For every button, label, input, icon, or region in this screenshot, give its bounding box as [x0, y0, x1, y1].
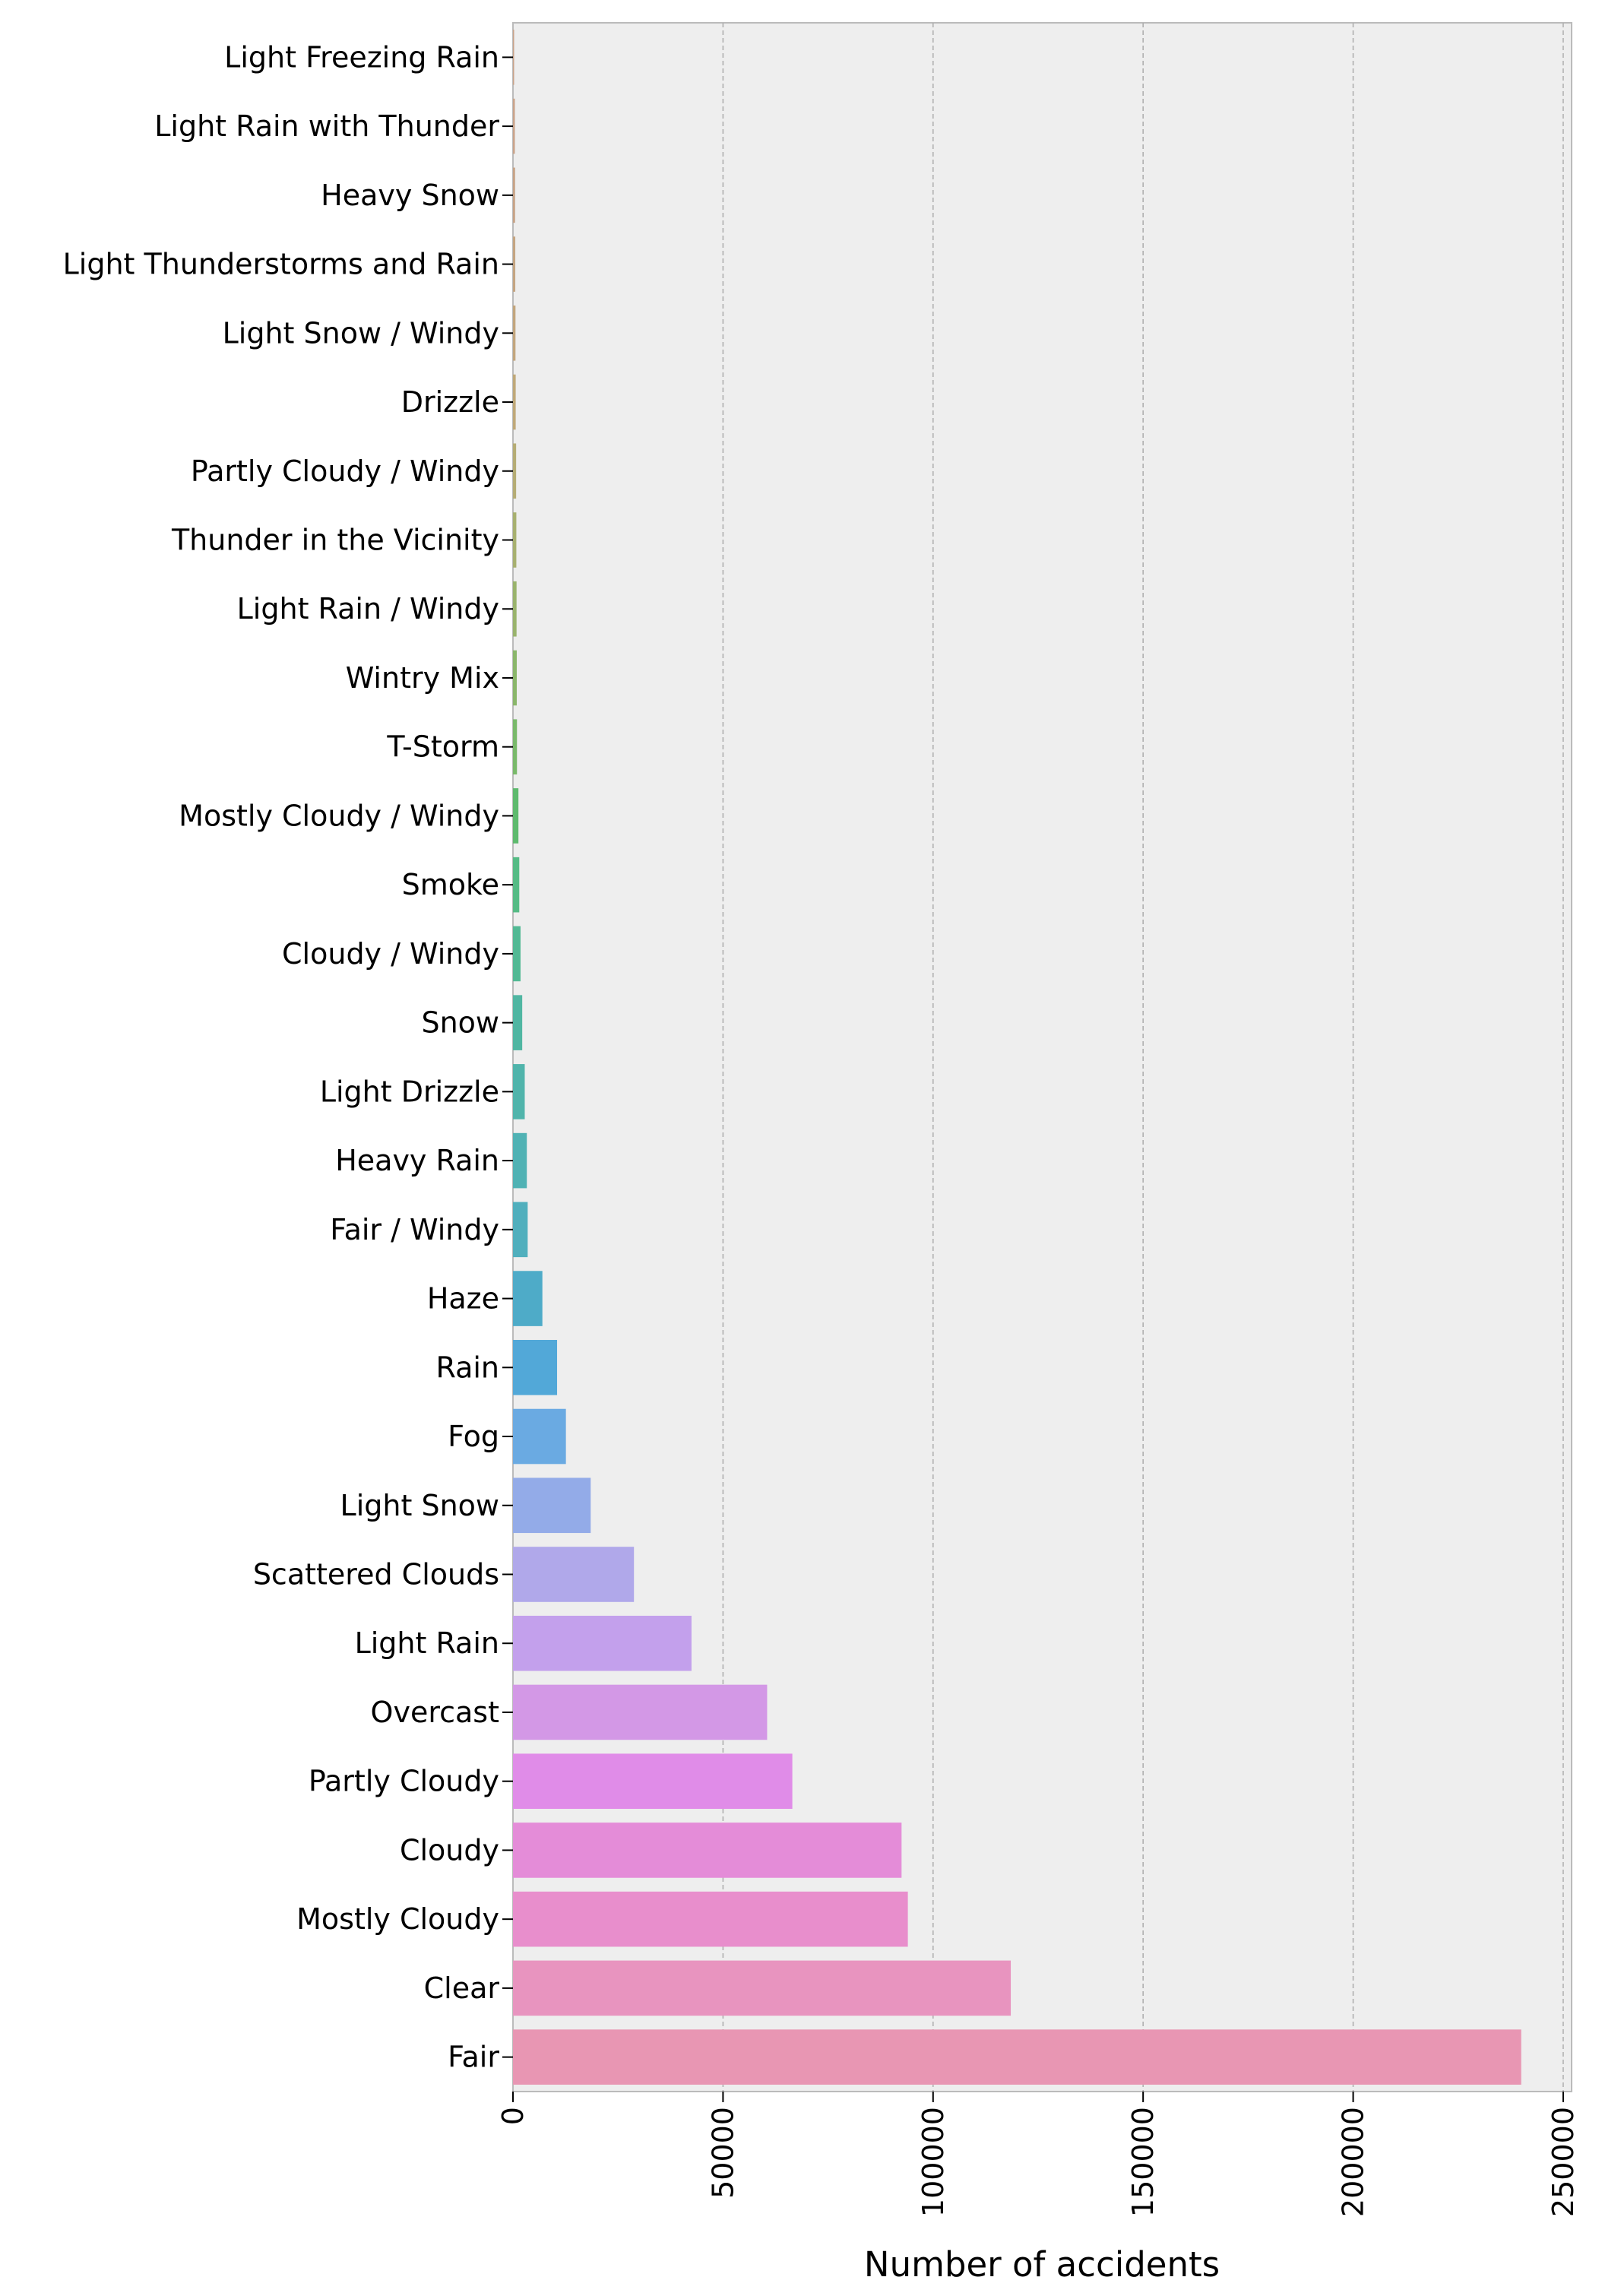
bar: [513, 1132, 527, 1189]
category-label: Light Snow / Windy: [223, 316, 499, 350]
category-label: Light Snow: [340, 1489, 499, 1522]
grid-lines: [722, 23, 1564, 2092]
bar: [513, 1891, 908, 1947]
category-label: Thunder in the Vicinity: [171, 524, 499, 557]
bar: [513, 1271, 543, 1326]
bar: [513, 581, 517, 637]
x-tick-label: 100000: [917, 2107, 950, 2217]
bar: [513, 306, 516, 361]
bar: [513, 30, 514, 85]
category-label: Clear: [424, 1971, 500, 2005]
x-axis-title: Number of accidents: [864, 2244, 1220, 2285]
category-label: Smoke: [402, 868, 499, 901]
bars: [513, 30, 1521, 2085]
bar: [513, 857, 520, 913]
category-label: Light Rain / Windy: [237, 592, 499, 625]
category-label: Haze: [427, 1282, 499, 1316]
category-label: Heavy Snow: [321, 179, 499, 212]
category-label: Cloudy / Windy: [282, 937, 499, 971]
bar: [513, 1960, 1012, 2016]
category-label: T-Storm: [386, 730, 499, 764]
bar: [513, 1823, 902, 1878]
bar: [513, 443, 517, 499]
category-label: Partly Cloudy / Windy: [191, 454, 499, 488]
category-label: Drizzle: [401, 385, 499, 419]
category-label: Light Rain with Thunder: [154, 109, 499, 143]
category-label: Fog: [448, 1420, 499, 1453]
bar: [513, 1477, 591, 1534]
category-label: Fair: [448, 2041, 499, 2074]
category-label: Light Drizzle: [320, 1075, 499, 1108]
bar: [513, 1753, 793, 1809]
x-tick-label: 50000: [706, 2107, 739, 2199]
bar: [513, 1340, 558, 1395]
category-label: Mostly Cloudy / Windy: [179, 799, 499, 832]
bar: [513, 650, 517, 706]
category-label: Partly Cloudy: [309, 1765, 499, 1798]
bar: [513, 1064, 525, 1119]
bar: [513, 98, 515, 154]
bar: [513, 1408, 566, 1465]
x-axis-ticks: 0 50000 100000 150000 200000 250000: [496, 2092, 1580, 2217]
bar: [513, 1684, 768, 1740]
category-label: Heavy Rain: [335, 1144, 499, 1177]
bar: [513, 788, 519, 844]
category-label: Mostly Cloudy: [296, 1902, 499, 1936]
plot-background: [512, 22, 1572, 2092]
bar: [513, 926, 521, 982]
category-label: Light Thunderstorms and Rain: [63, 248, 499, 281]
bar: [513, 167, 515, 223]
bar: [513, 512, 517, 568]
category-label: Fair / Windy: [330, 1213, 499, 1246]
bar: [513, 1547, 635, 1602]
bar: [513, 1202, 528, 1258]
category-label: Snow: [421, 1006, 499, 1040]
bar: [513, 2029, 1521, 2085]
bar: [513, 1615, 692, 1671]
category-label: Cloudy: [400, 1833, 499, 1867]
x-tick-label: 200000: [1337, 2107, 1370, 2217]
x-tick-label: 250000: [1547, 2107, 1580, 2217]
category-label: Light Rain: [355, 1626, 499, 1660]
category-labels: Light Freezing Rain Light Rain with Thund…: [63, 40, 513, 2074]
bar: [513, 719, 518, 774]
bar: [513, 995, 523, 1050]
category-label: Wintry Mix: [346, 661, 499, 695]
category-label: Scattered Clouds: [253, 1558, 499, 1591]
x-tick-label: 0: [496, 2107, 530, 2125]
bar: [513, 236, 516, 292]
category-label: Light Freezing Rain: [224, 40, 499, 74]
x-tick-label: 150000: [1126, 2107, 1160, 2217]
category-label: Rain: [436, 1351, 500, 1384]
bar: [513, 374, 516, 430]
category-label: Overcast: [371, 1696, 499, 1729]
